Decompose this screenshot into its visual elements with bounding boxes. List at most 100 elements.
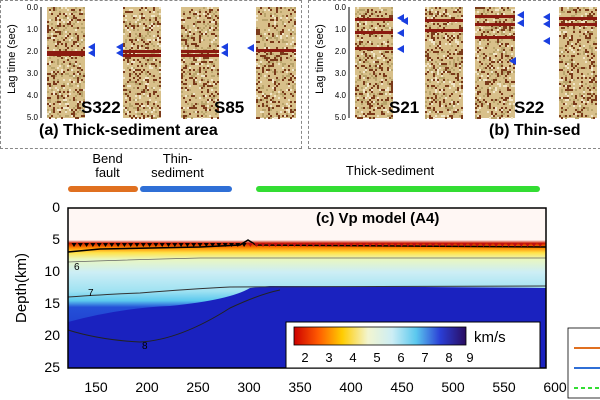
obs-station-icon xyxy=(292,243,297,247)
obs-station-icon xyxy=(96,243,102,247)
panel-b-seismic-strips xyxy=(355,7,597,119)
arrow-marker-icon xyxy=(543,37,550,45)
panel-a-arrow-markers xyxy=(88,43,254,57)
arrow-marker-icon xyxy=(116,49,123,57)
arrow-marker-icon xyxy=(517,11,524,19)
obs-station-icon xyxy=(109,243,115,247)
panel-c-ytick: 10 xyxy=(44,263,60,279)
seismic-strip xyxy=(47,7,85,119)
obs-station-icon xyxy=(304,243,310,247)
arrow-marker-icon xyxy=(509,57,516,65)
panel-a-seismic-strips xyxy=(47,7,296,119)
panel-b-ytick: 0.0 xyxy=(335,3,347,12)
panel-b-ytick: 3.0 xyxy=(335,69,347,78)
colorbar-tick: 6 xyxy=(397,350,404,365)
obs-station-icon xyxy=(449,243,455,247)
obs-station-icon xyxy=(153,243,159,247)
panel-b-ylabel: Lag time (sec) xyxy=(314,24,326,94)
obs-station-icon xyxy=(499,243,505,247)
panel-a-ylabel: Lag time (sec) xyxy=(6,24,18,94)
panel-c-xtick: 600 xyxy=(543,379,567,395)
arrow-marker-icon xyxy=(543,13,550,21)
obs-station-icon xyxy=(323,243,329,247)
obs-station-icon xyxy=(247,243,253,247)
panel-a-ytick: 0.0 xyxy=(27,3,39,12)
colorbar-tick: 9 xyxy=(466,350,473,365)
segment-label-bend-fault: Bend fault xyxy=(80,152,135,180)
obs-station-icon xyxy=(430,243,436,247)
contour-6 xyxy=(67,257,546,263)
obs-station-icon xyxy=(203,243,209,247)
segment-label-thick-sediment: Thick-sediment xyxy=(345,163,435,178)
obs-station-icon xyxy=(481,243,486,247)
obs-station-markers xyxy=(71,243,543,247)
panel-a-ytick: 4.0 xyxy=(27,91,39,100)
arrow-marker-icon xyxy=(517,19,524,27)
arrow-marker-icon xyxy=(247,44,254,52)
seismic-strip xyxy=(256,7,296,119)
seismic-strip xyxy=(355,7,393,119)
obs-station-icon xyxy=(103,243,108,247)
obs-station-icon xyxy=(418,243,423,247)
obs-station-icon xyxy=(537,243,543,247)
colorbar-tick: 7 xyxy=(421,350,428,365)
obs-station-icon xyxy=(84,243,90,247)
panel-b-ytick: 2.0 xyxy=(335,47,347,56)
segment-label-thin-sediment: Thin-sediment xyxy=(145,152,210,180)
obs-station-icon xyxy=(380,243,386,247)
obs-station-icon xyxy=(443,243,449,247)
obs-station-icon xyxy=(191,243,197,247)
colorbar-tick: 2 xyxy=(301,350,308,365)
obs-station-icon xyxy=(178,243,184,247)
arrow-marker-icon xyxy=(397,14,404,22)
panel-c-xticks: 150 200 250 300 350 400 450 500 550 600 xyxy=(84,379,567,395)
obs-station-icon xyxy=(424,243,430,247)
obs-station-icon xyxy=(172,243,178,247)
seismic-strip xyxy=(425,7,463,119)
obs-station-icon xyxy=(361,243,367,247)
obs-station-icon xyxy=(355,243,360,247)
obs-station-icon xyxy=(310,243,316,247)
obs-station-icon xyxy=(241,243,247,247)
panel-b-yticks: 0.0 1.0 2.0 3.0 4.0 5.0 xyxy=(335,3,347,122)
obs-station-icon xyxy=(147,243,153,247)
obs-station-icon xyxy=(405,243,411,247)
panel-c-ytick: 25 xyxy=(44,359,60,375)
panel-c-xtick: 250 xyxy=(186,379,210,395)
panel-a-plot: Lag time (sec) 0.0 1.0 2.0 3.0 4.0 5.0 xyxy=(6,3,296,122)
obs-station-icon xyxy=(487,243,493,247)
arrow-marker-icon xyxy=(116,43,123,51)
arrow-marker-icon xyxy=(88,49,95,57)
obs-station-icon xyxy=(266,243,272,247)
obs-station-icon xyxy=(159,243,165,247)
obs-station-icon xyxy=(317,243,323,247)
obs-station-icon xyxy=(392,243,398,247)
colorbar-tick: 8 xyxy=(445,350,452,365)
obs-station-icon xyxy=(336,243,342,247)
panel-a-ytick: 2.0 xyxy=(27,47,39,56)
panel-b-receiver-functions: Lag time (sec) 0.0 1.0 2.0 3.0 4.0 5.0 S… xyxy=(308,0,600,149)
arrow-marker-icon xyxy=(397,45,404,53)
obs-station-icon xyxy=(210,243,216,247)
panel-b-plot: Lag time (sec) 0.0 1.0 2.0 3.0 4.0 5.0 xyxy=(314,3,597,122)
panel-b-arrow-markers xyxy=(397,11,550,65)
panel-c-ylabel: Depth(km) xyxy=(13,253,30,323)
station-label-s85: S85 xyxy=(214,98,245,117)
obs-station-icon xyxy=(329,243,335,247)
obs-station-icon xyxy=(197,243,203,247)
contour-label-8: 8 xyxy=(142,341,148,352)
obs-station-icon xyxy=(399,243,405,247)
segment-label-bend-fault-text: Bend fault xyxy=(92,151,123,180)
colorbar-gradient xyxy=(293,326,467,346)
obs-station-icon xyxy=(342,243,348,247)
panel-a-receiver-functions: Lag time (sec) 0.0 1.0 2.0 3.0 4.0 5.0 S… xyxy=(0,0,302,149)
colorbar-tick: 4 xyxy=(349,350,356,365)
panel-a-ytick: 3.0 xyxy=(27,69,39,78)
obs-station-icon xyxy=(273,243,279,247)
obs-station-icon xyxy=(518,243,524,247)
legend-fragment xyxy=(567,327,600,399)
panel-a-ytick: 1.0 xyxy=(27,25,39,34)
panel-c-ytick: 0 xyxy=(52,199,60,215)
obs-station-icon xyxy=(90,243,96,247)
panel-b-ytick: 4.0 xyxy=(335,91,347,100)
